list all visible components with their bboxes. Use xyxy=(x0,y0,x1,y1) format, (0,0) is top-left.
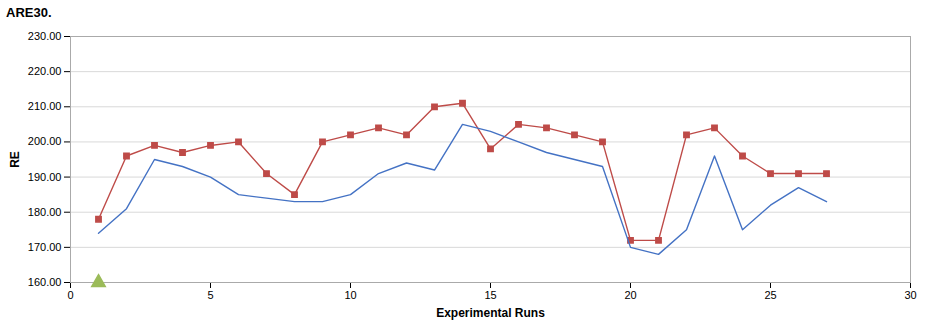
html-text:ARE30.: ARE30. xyxy=(6,5,52,20)
svg-text:210.00: 210.00 xyxy=(28,100,62,112)
svg-text:25: 25 xyxy=(764,289,776,301)
svg-text:170.00: 170.00 xyxy=(28,241,62,253)
svg-text:180.00: 180.00 xyxy=(28,206,62,218)
svg-text:30: 30 xyxy=(904,289,916,301)
svg-text:0: 0 xyxy=(67,289,73,301)
svg-text:RE: RE xyxy=(8,151,22,168)
svg-text:15: 15 xyxy=(484,289,496,301)
svg-text:220.00: 220.00 xyxy=(28,65,62,77)
svg-text:Experimental Runs: Experimental Runs xyxy=(436,306,545,320)
svg-text:10: 10 xyxy=(344,289,356,301)
svg-text:160.00: 160.00 xyxy=(28,276,62,288)
svg-text:230.00: 230.00 xyxy=(28,30,62,42)
svg-text:20: 20 xyxy=(624,289,636,301)
svg-text:190.00: 190.00 xyxy=(28,171,62,183)
svg-text:200.00: 200.00 xyxy=(28,135,62,147)
svg-text:5: 5 xyxy=(207,289,213,301)
